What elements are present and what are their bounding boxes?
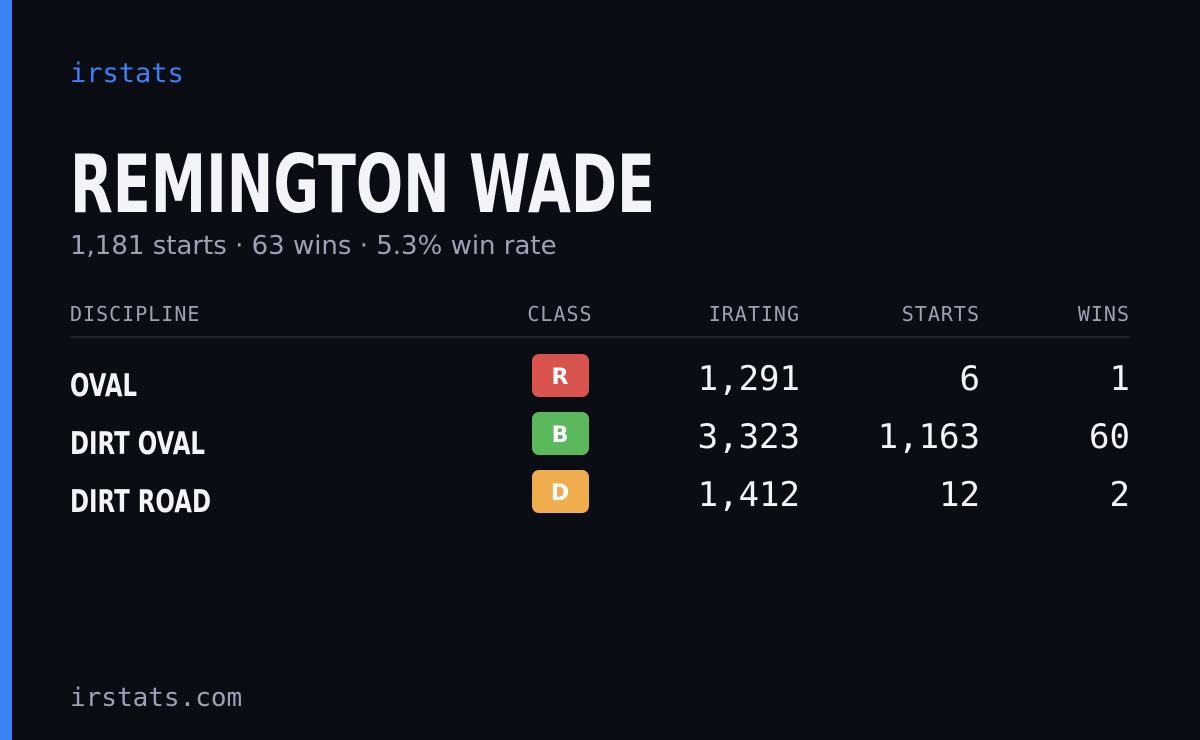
row-wins: 2 — [1110, 475, 1130, 515]
row-starts: 6 — [960, 359, 980, 399]
discipline-name: DIRT ROAD — [70, 484, 211, 520]
class-badge — [532, 354, 589, 397]
class-badge — [532, 412, 589, 455]
row-irating: 1,291 — [698, 359, 800, 399]
row-starts: 1,163 — [878, 417, 980, 457]
driver-summary: 1,181 starts · 63 wins · 5.3% win rate — [70, 231, 557, 261]
column-header: IRATING — [709, 302, 800, 326]
row-irating: 3,323 — [698, 417, 800, 457]
discipline-name: DIRT OVAL — [70, 426, 205, 462]
class-letter: D — [551, 481, 569, 506]
row-wins: 60 — [1089, 417, 1130, 457]
footer: irstats.com — [70, 683, 242, 713]
class-letter: R — [552, 365, 569, 390]
driver-name: REMINGTON WADE — [70, 138, 655, 231]
accent-bar — [0, 0, 12, 740]
column-header: CLASS — [527, 302, 592, 326]
column-header: STARTS — [902, 302, 980, 326]
row-wins: 1 — [1110, 359, 1130, 399]
row-irating: 1,412 — [698, 475, 800, 515]
brand: irstats — [70, 58, 184, 89]
row-starts: 12 — [939, 475, 980, 515]
class-badge — [532, 470, 589, 513]
column-header: DISCIPLINE — [70, 302, 200, 326]
column-header: WINS — [1078, 302, 1130, 326]
discipline-name: OVAL — [70, 368, 137, 404]
class-letter: B — [552, 423, 569, 448]
